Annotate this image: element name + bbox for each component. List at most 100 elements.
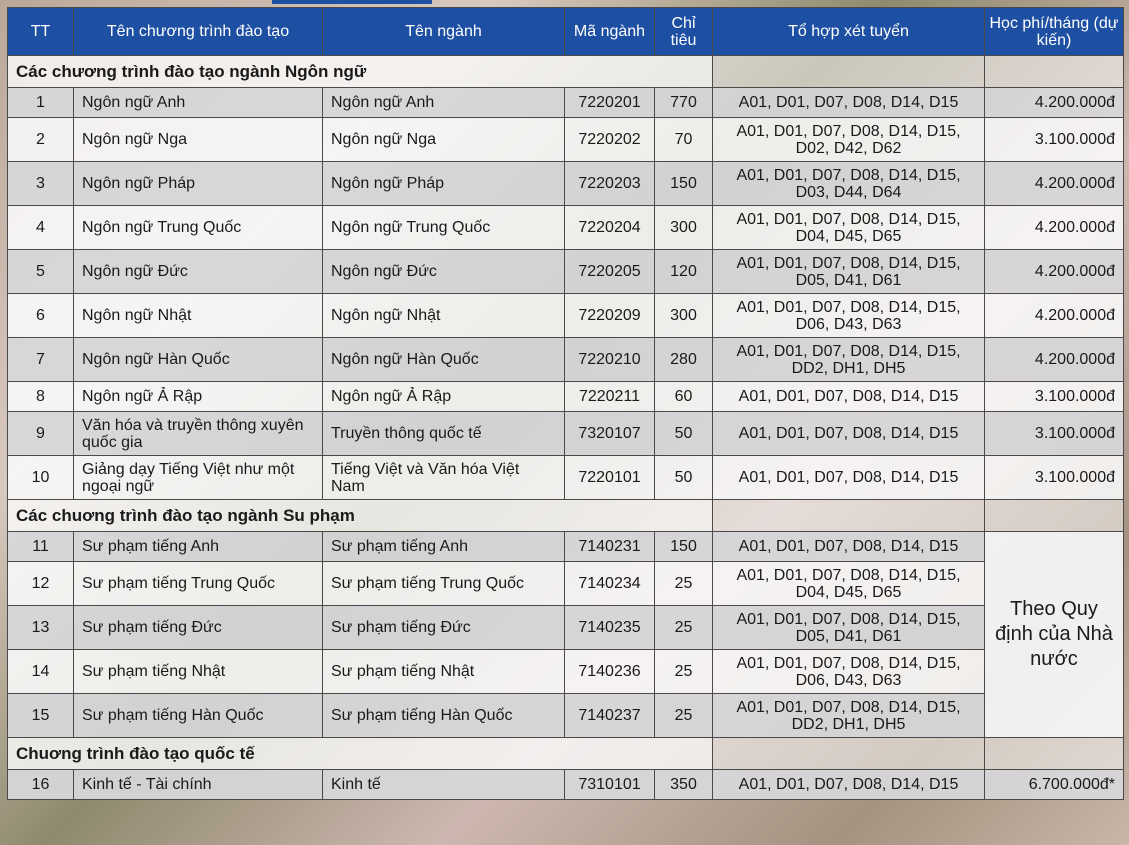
major-name: Ngôn ngữ Ả Rập xyxy=(322,381,565,412)
table-row: 16 Kinh tế - Tài chính Kinh tế 7310101 350 A0… xyxy=(7,769,1124,800)
quota: 25 xyxy=(654,561,713,606)
table-row: 7 Ngôn ngữ Hàn Quốc Ngôn ngữ Hàn Quốc 72202… xyxy=(7,337,1124,382)
row-number: 10 xyxy=(7,455,74,500)
tuition-fee: 4.200.000đ xyxy=(984,161,1124,206)
row-number: 12 xyxy=(7,561,74,606)
program-name: Ngôn ngữ Nga xyxy=(73,117,323,162)
program-name: Sư phạm tiếng Nhật xyxy=(73,649,323,694)
program-name: Sư phạm tiếng Hàn Quốc xyxy=(73,693,323,738)
major-code: 7220201 xyxy=(564,87,655,118)
table-row: 10 Giảng dạy Tiếng Việt như một ngoại ngữ… xyxy=(7,455,1124,500)
quota: 50 xyxy=(654,455,713,500)
subject-combinations: A01, D01, D07, D08, D14, D15, D05, D41, … xyxy=(712,605,985,650)
table-row: 6 Ngôn ngữ Nhật Ngôn ngữ Nhật 7220209 300 A01… xyxy=(7,293,1124,338)
program-name: Ngôn ngữ Anh xyxy=(73,87,323,118)
major-name: Truyền thông quốc tế xyxy=(322,411,565,456)
program-name: Ngôn ngữ Trung Quốc xyxy=(73,205,323,250)
section-header: Các chương trình đào tạo ngành Ngôn ngữ xyxy=(7,55,1124,88)
subject-combinations: A01, D01, D07, D08, D14, D15, DD2, DH1, … xyxy=(712,337,985,382)
tuition-fee: 4.200.000đ xyxy=(984,87,1124,118)
table-row: 3 Ngôn ngữ Pháp Ngôn ngữ Pháp 7220203 150 A01… xyxy=(7,161,1124,206)
row-number: 14 xyxy=(7,649,74,694)
major-code: 7220202 xyxy=(564,117,655,162)
subject-combinations: A01, D01, D07, D08, D14, D15 xyxy=(712,411,985,456)
tuition-fee: 3.100.000đ xyxy=(984,411,1124,456)
tuition-fee: 3.100.000đ xyxy=(984,117,1124,162)
section-header: Chuơng trình đào tạo quốc tế xyxy=(7,737,1124,770)
quota: 70 xyxy=(654,117,713,162)
quota: 50 xyxy=(654,411,713,456)
section-header: Các chuơng trình đào tạo ngành Su phạm xyxy=(7,499,1124,532)
row-number: 11 xyxy=(7,531,74,562)
header-program: Tên chương trình đào tạo xyxy=(73,7,323,56)
table-row: 4 Ngôn ngữ Trung Quốc Ngôn ngữ Trung Quốc 7… xyxy=(7,205,1124,250)
quota: 150 xyxy=(654,531,713,562)
major-code: 7220209 xyxy=(564,293,655,338)
header-fee: Học phí/tháng (dự kiến) xyxy=(984,7,1124,56)
quota: 300 xyxy=(654,293,713,338)
tuition-fee-shared: Theo Quy định của Nhà nước xyxy=(984,531,1124,738)
row-number: 3 xyxy=(7,161,74,206)
major-code: 7220205 xyxy=(564,249,655,294)
tuition-fee: 4.200.000đ xyxy=(984,205,1124,250)
table-row: 14 Sư phạm tiếng Nhật Sư phạm tiếng Nhật 71… xyxy=(7,649,1124,694)
section-title: Các chuơng trình đào tạo ngành Su phạm xyxy=(7,499,713,532)
major-name: Kinh tế xyxy=(322,769,565,800)
subject-combinations: A01, D01, D07, D08, D14, D15 xyxy=(712,381,985,412)
table-row: 2 Ngôn ngữ Nga Ngôn ngữ Nga 7220202 70 A01, D… xyxy=(7,117,1124,162)
table-row: 13 Sư phạm tiếng Đức Sư phạm tiếng Đức 7140… xyxy=(7,605,1124,650)
major-name: Ngôn ngữ Anh xyxy=(322,87,565,118)
header-code: Mã ngành xyxy=(564,7,655,56)
quota: 120 xyxy=(654,249,713,294)
header-combos: Tổ hợp xét tuyển xyxy=(712,7,985,56)
subject-combinations: A01, D01, D07, D08, D14, D15, D03, D44, … xyxy=(712,161,985,206)
row-number: 15 xyxy=(7,693,74,738)
major-code: 7220101 xyxy=(564,455,655,500)
subject-combinations: A01, D01, D07, D08, D14, D15, D02, D42, … xyxy=(712,117,985,162)
subject-combinations: A01, D01, D07, D08, D14, D15 xyxy=(712,769,985,800)
table-row: 12 Sư phạm tiếng Trung Quốc Sư phạm tiếng … xyxy=(7,561,1124,606)
program-name: Sư phạm tiếng Đức xyxy=(73,605,323,650)
row-number: 6 xyxy=(7,293,74,338)
major-name: Ngôn ngữ Trung Quốc xyxy=(322,205,565,250)
major-code: 7220203 xyxy=(564,161,655,206)
section-title: Chuơng trình đào tạo quốc tế xyxy=(7,737,713,770)
header-major: Tên ngành xyxy=(322,7,565,56)
tuition-fee: 4.200.000đ xyxy=(984,337,1124,382)
empty-cell xyxy=(712,737,985,770)
subject-combinations: A01, D01, D07, D08, D14, D15 xyxy=(712,531,985,562)
program-name: Sư phạm tiếng Trung Quốc xyxy=(73,561,323,606)
major-name: Sư phạm tiếng Anh xyxy=(322,531,565,562)
major-code: 7140237 xyxy=(564,693,655,738)
major-code: 7140231 xyxy=(564,531,655,562)
major-name: Ngôn ngữ Đức xyxy=(322,249,565,294)
decorative-top-line xyxy=(272,0,432,4)
major-code: 7310101 xyxy=(564,769,655,800)
row-number: 1 xyxy=(7,87,74,118)
major-name: Sư phạm tiếng Nhật xyxy=(322,649,565,694)
row-number: 5 xyxy=(7,249,74,294)
section-title: Các chương trình đào tạo ngành Ngôn ngữ xyxy=(7,55,713,88)
major-name: Sư phạm tiếng Đức xyxy=(322,605,565,650)
quota: 350 xyxy=(654,769,713,800)
table-row: 9 Văn hóa và truyền thông xuyên quốc gia T… xyxy=(7,411,1124,456)
program-name: Ngôn ngữ Đức xyxy=(73,249,323,294)
quota: 60 xyxy=(654,381,713,412)
empty-cell xyxy=(984,55,1124,88)
quota: 280 xyxy=(654,337,713,382)
subject-combinations: A01, D01, D07, D08, D14, D15 xyxy=(712,87,985,118)
major-name: Ngôn ngữ Nhật xyxy=(322,293,565,338)
tuition-fee: 4.200.000đ xyxy=(984,293,1124,338)
program-name: Ngôn ngữ Pháp xyxy=(73,161,323,206)
row-number: 7 xyxy=(7,337,74,382)
program-name: Kinh tế - Tài chính xyxy=(73,769,323,800)
row-number: 13 xyxy=(7,605,74,650)
major-code: 7220211 xyxy=(564,381,655,412)
subject-combinations: A01, D01, D07, D08, D14, D15, D06, D43, … xyxy=(712,293,985,338)
program-name: Ngôn ngữ Hàn Quốc xyxy=(73,337,323,382)
row-number: 2 xyxy=(7,117,74,162)
header-quota: Chỉ tiêu xyxy=(654,7,713,56)
subject-combinations: A01, D01, D07, D08, D14, D15, D04, D45, … xyxy=(712,561,985,606)
major-name: Ngôn ngữ Pháp xyxy=(322,161,565,206)
header-tt: TT xyxy=(7,7,74,56)
